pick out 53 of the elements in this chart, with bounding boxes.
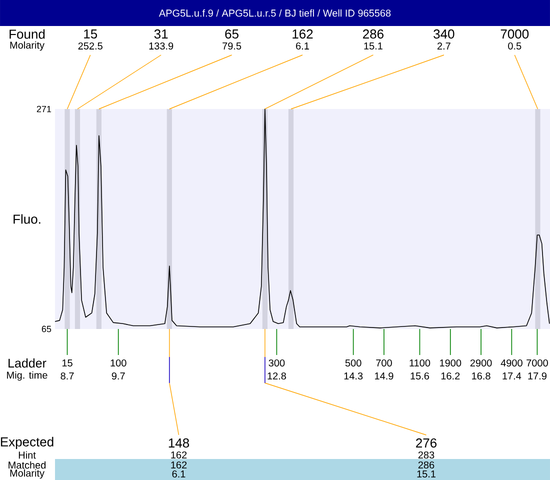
text: 2900 [470, 359, 492, 367]
text: 1900 [440, 359, 462, 367]
y-tick-label: 271 [36, 106, 52, 112]
text: 15.1 [417, 470, 436, 478]
text: 6.1 [296, 42, 309, 50]
text: Found [10, 29, 45, 39]
annotation: 65 [225, 29, 238, 39]
text: 0.5 [508, 42, 522, 50]
x-tick-label: 8.7 [60, 372, 74, 380]
annotation: 286 [363, 29, 384, 39]
annotation: 162 [292, 29, 313, 39]
annotation: 276 [416, 438, 437, 448]
text: Matched [8, 461, 46, 469]
chart-title: APG5L.u.f.9 / APG5L.u.r.5 / BJ tiefl / Well ID 965568 [158, 9, 391, 17]
text: Expected [0, 436, 54, 450]
text: 1100 [410, 359, 430, 367]
text: 4900 [500, 359, 522, 367]
text: 15 [62, 359, 72, 366]
text: Molarity [10, 41, 44, 51]
x-axis-title: Mig. time [7, 371, 48, 381]
x-tick-label: 14.9 [375, 372, 394, 380]
text: 7000 [526, 359, 548, 367]
annotation: 7000 [500, 29, 529, 39]
x-tick-label: 16.2 [441, 372, 460, 380]
x-tick-label: 9.7 [112, 372, 125, 380]
text: 100 [110, 359, 126, 367]
text: Ladder [8, 358, 46, 368]
text: 300 [268, 359, 285, 367]
x-tick-label: 17.9 [528, 372, 546, 380]
annotation: 15 [84, 29, 98, 39]
annotation: 340 [434, 29, 454, 39]
text: 79.5 [222, 42, 242, 50]
text: 2.7 [437, 42, 450, 50]
text: 500 [345, 359, 362, 367]
x-tick-label: 14.3 [344, 372, 363, 380]
annotation: 31 [154, 29, 168, 39]
x-tick-label: 17.4 [502, 372, 522, 380]
annotation: 148 [168, 438, 190, 448]
x-tick-label: 16.8 [472, 372, 490, 380]
text: Molarity [10, 469, 44, 479]
x-tick-label: 15.6 [410, 372, 430, 380]
text: 283 [418, 451, 434, 459]
text: 133.9 [149, 42, 174, 50]
text: 15.1 [364, 42, 382, 50]
text: 252.5 [78, 42, 102, 50]
text: 286 [418, 461, 434, 469]
text: 162 [171, 451, 187, 459]
text: Hint [18, 451, 36, 459]
x-tick-label: 12.8 [268, 372, 286, 380]
text: 6.1 [172, 470, 186, 478]
text: 700 [376, 359, 392, 367]
text: 162 [171, 461, 187, 469]
y-axis-title: Fluo. [14, 214, 40, 224]
